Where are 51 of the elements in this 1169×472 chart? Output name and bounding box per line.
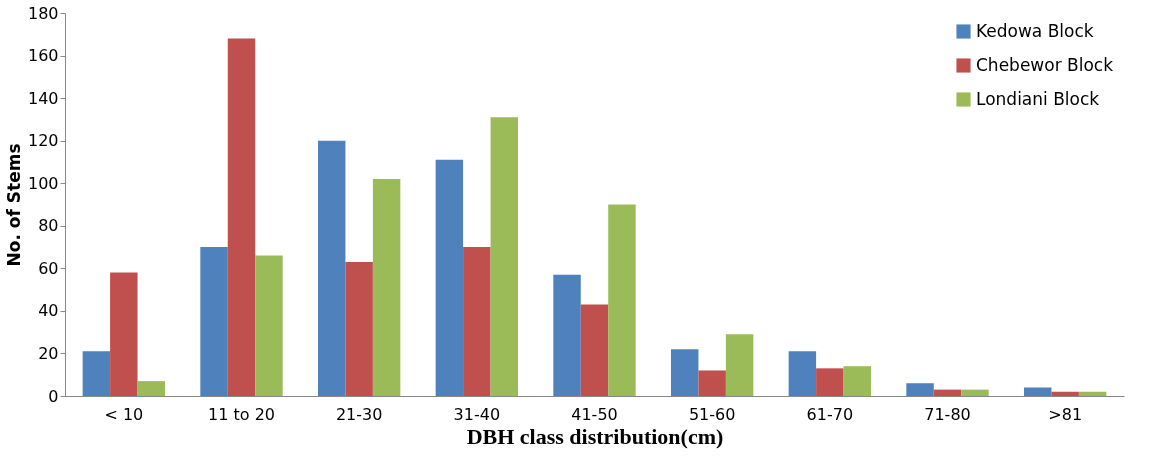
bar [82,351,111,396]
bar [345,261,373,396]
x-tick-label: 21-30 [335,404,383,424]
bar [553,274,581,396]
bar [788,351,817,396]
y-tick-label: 120 [27,131,59,151]
y-tick-label: 80 [38,216,59,236]
legend-label: Chebewor Block [976,54,1114,75]
y-tick-label: 180 [27,3,59,23]
bar [490,117,519,396]
x-tick-label: 71-80 [924,404,971,424]
bar [816,368,844,396]
legend-label: Londiani Block [976,88,1100,109]
x-tick-label: 61-70 [806,404,854,424]
y-tick-label: 0 [48,386,59,406]
bar [843,366,872,396]
x-tick-label: 11 to 20 [208,404,275,424]
y-tick-label: 40 [38,301,59,321]
bar [317,140,346,396]
bar [137,381,166,396]
x-tick-label: 51-60 [688,404,736,424]
bar [1078,391,1107,396]
bar [1051,391,1079,396]
x-tick-label: >81 [1048,404,1083,424]
bar [933,389,962,396]
bar [670,349,699,396]
bar [255,255,283,396]
bar [463,247,491,396]
bar [961,389,989,396]
legend-label: Kedowa Block [976,20,1094,41]
y-tick-label: 20 [38,343,59,363]
x-tick-label: 31-40 [453,404,501,424]
bar [608,204,636,396]
y-axis-title: No. of Stems [3,143,24,267]
bar [698,370,726,396]
y-tick-label: 160 [27,46,59,66]
y-tick-label: 100 [27,173,59,193]
bar [227,38,256,396]
x-tick-label: 41-50 [571,404,618,424]
bar [372,178,401,396]
x-axis-title: DBH class distribution(cm) [466,423,724,449]
bar [725,334,754,396]
bar [435,159,464,396]
y-tick-label: 60 [38,258,59,278]
bar [200,247,228,396]
bar [906,383,934,396]
y-tick-label: 140 [27,88,59,108]
bar [580,304,609,396]
bar [110,272,138,396]
bar [1023,387,1052,396]
x-tick-label: < 10 [104,404,144,424]
